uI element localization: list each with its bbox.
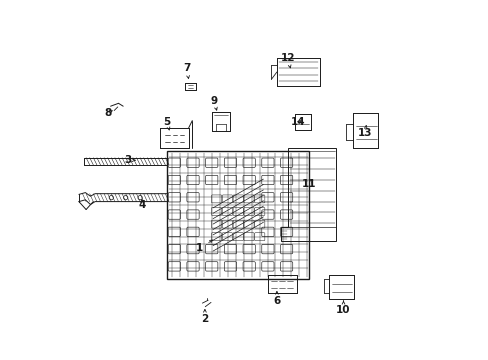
Text: 8: 8 xyxy=(104,108,111,118)
Text: 1: 1 xyxy=(196,243,203,253)
Text: 3: 3 xyxy=(123,155,131,165)
Text: 11: 11 xyxy=(302,179,316,189)
Text: 13: 13 xyxy=(357,128,371,138)
Text: 2: 2 xyxy=(201,314,208,324)
Text: 14: 14 xyxy=(290,117,305,127)
Text: 6: 6 xyxy=(273,296,280,306)
Text: 12: 12 xyxy=(280,53,294,63)
Text: 7: 7 xyxy=(183,63,190,73)
Text: 10: 10 xyxy=(336,305,350,315)
Text: 5: 5 xyxy=(163,117,170,127)
Text: 4: 4 xyxy=(138,200,145,210)
Text: 9: 9 xyxy=(210,96,217,106)
